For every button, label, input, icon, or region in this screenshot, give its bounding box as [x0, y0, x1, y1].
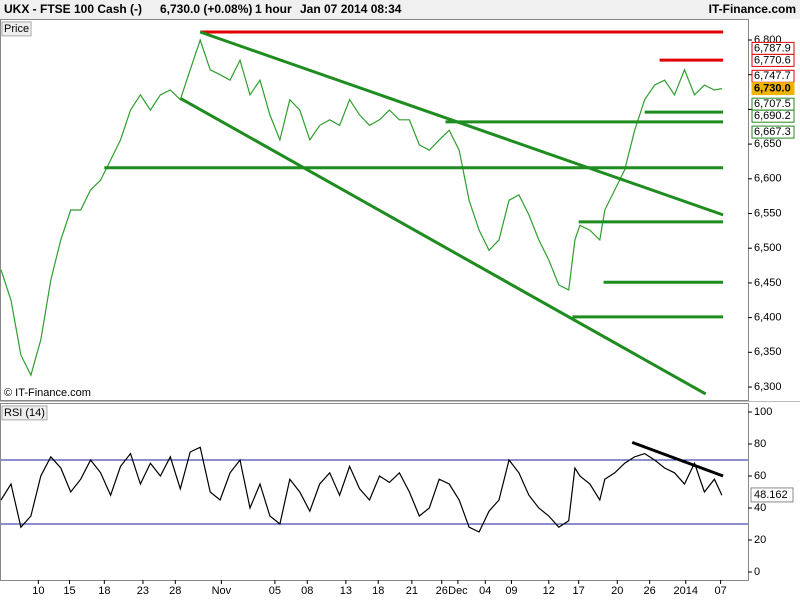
level-label: 6,707.5 — [754, 98, 791, 110]
x-tick-label: Nov — [212, 585, 232, 597]
y-tick-label: 6,400 — [754, 312, 782, 324]
level-label: 6,770.6 — [754, 54, 791, 66]
trendline — [199, 30, 724, 217]
x-tick-label: 07 — [714, 585, 726, 597]
x-tick-label: 28 — [169, 585, 181, 597]
price-panel-frame — [0, 19, 749, 401]
y-tick-label: 0 — [754, 566, 760, 578]
level-label: 6,730.0 — [754, 82, 791, 94]
y-tick-label: 40 — [754, 502, 766, 514]
x-tick-label: Dec — [448, 585, 468, 597]
y-tick-label: 6,650 — [754, 138, 782, 150]
interval: 1 hour — [255, 2, 292, 16]
x-tick-label: 26 — [644, 585, 656, 597]
panel-label-box — [1, 405, 48, 421]
level-label-box — [751, 109, 795, 123]
brand: IT-Finance.com — [709, 2, 796, 16]
x-tick-label: 21 — [406, 585, 418, 597]
x-tick-label: 13 — [340, 585, 352, 597]
y-tick-label: 60 — [754, 470, 766, 482]
y-tick-label: 100 — [754, 406, 772, 418]
x-tick-label: 12 — [543, 585, 555, 597]
current-value-box — [750, 487, 794, 503]
rsi-panel-frame — [0, 403, 749, 581]
y-tick-label: 6,550 — [754, 207, 782, 219]
x-tick-label: 09 — [505, 585, 517, 597]
x-tick-label: 2014 — [674, 585, 698, 597]
quote: 6,730.0 (+0.08%) — [160, 2, 252, 16]
series-line — [0, 446, 723, 533]
symbol: UKX - FTSE 100 Cash (-) — [4, 2, 142, 16]
level-label-box — [751, 53, 795, 67]
timestamp: Jan 07 2014 08:34 — [300, 2, 402, 16]
x-tick-label: 08 — [301, 585, 313, 597]
level-label: 6,747.7 — [754, 70, 791, 82]
x-tick-label: 15 — [63, 585, 75, 597]
level-label-box — [751, 125, 795, 139]
level-label-box — [751, 82, 795, 96]
level-label: 6,787.9 — [754, 42, 791, 54]
header-bar — [0, 0, 800, 19]
trendline — [631, 440, 724, 478]
y-tick-label: 6,300 — [754, 381, 782, 393]
x-tick-label: 26 — [436, 585, 448, 597]
x-tick-label: 18 — [98, 585, 110, 597]
x-tick-label: 10 — [32, 585, 44, 597]
panel-label: RSI (14) — [4, 407, 45, 419]
x-tick-label: 04 — [479, 585, 491, 597]
x-tick-label: 20 — [611, 585, 623, 597]
x-tick-label: 05 — [269, 585, 281, 597]
copyright: © IT-Finance.com — [4, 387, 91, 399]
y-tick-label: 6,350 — [754, 346, 782, 358]
level-label: 6,667.3 — [754, 126, 791, 138]
current-value-label: 48.162 — [754, 489, 788, 501]
y-tick-label: 6,500 — [754, 242, 782, 254]
y-tick-label: 6,600 — [754, 173, 782, 185]
x-tick-label: 17 — [573, 585, 585, 597]
x-tick-label: 18 — [372, 585, 384, 597]
x-tick-label: 23 — [137, 585, 149, 597]
panel-label: Price — [4, 23, 29, 35]
y-tick-label: 20 — [754, 534, 766, 546]
level-label: 6,690.2 — [754, 110, 791, 122]
trendline — [179, 96, 707, 396]
y-tick-label: 80 — [754, 438, 766, 450]
panel-label-box — [1, 21, 32, 37]
series-line — [0, 38, 723, 377]
y-tick-label: 6,450 — [754, 277, 782, 289]
